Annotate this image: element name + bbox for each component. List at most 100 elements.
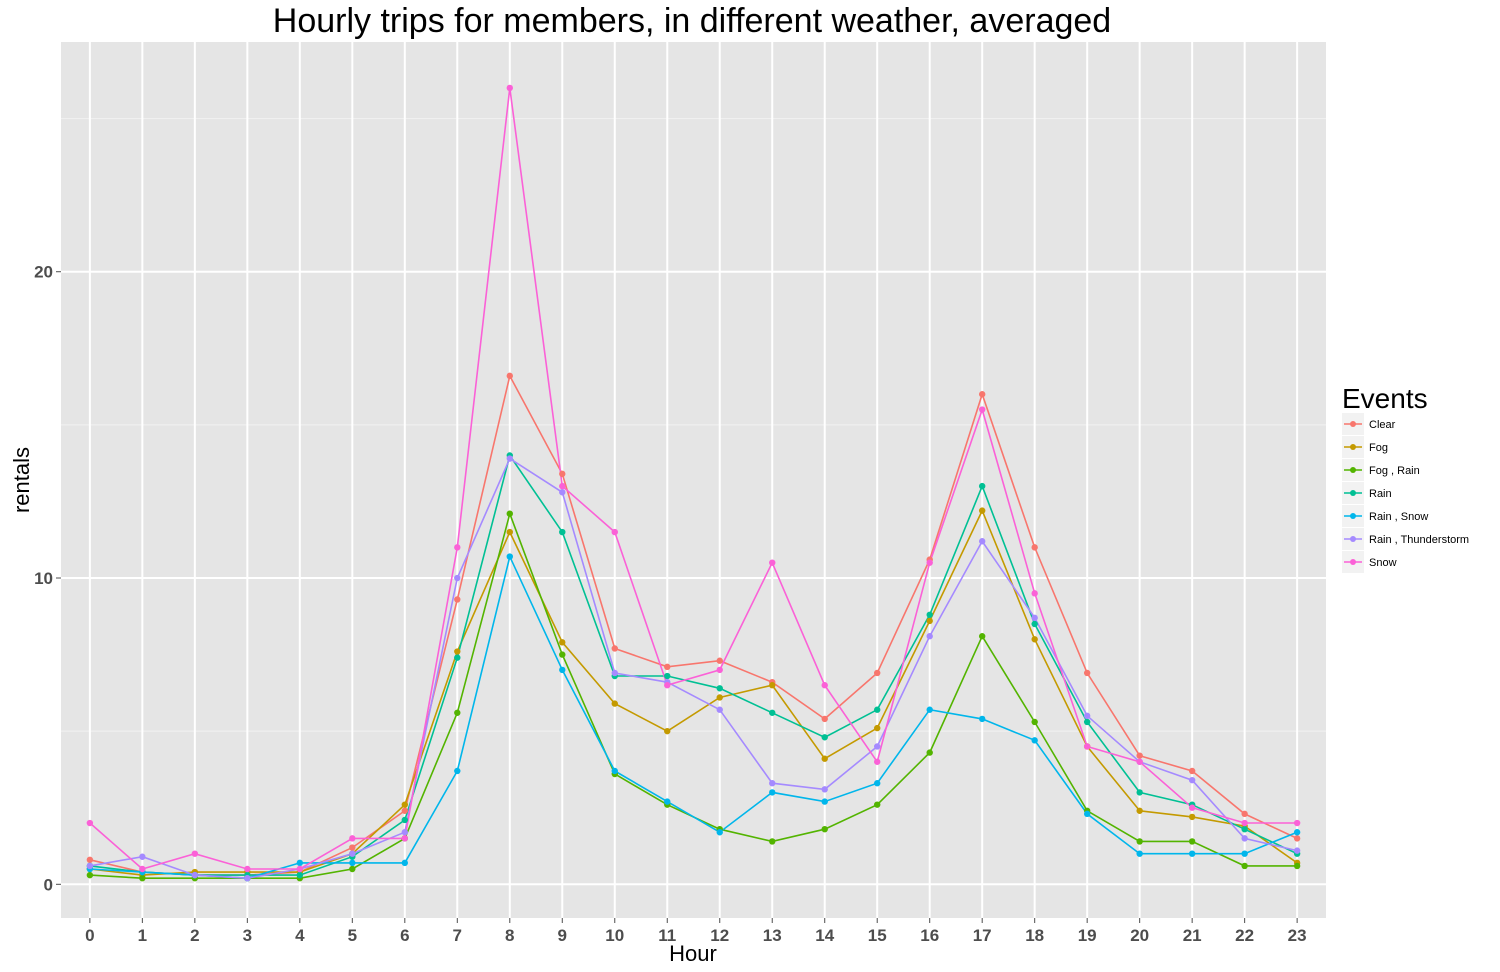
data-point	[1188, 767, 1196, 775]
data-point	[821, 715, 828, 723]
data-point	[1136, 752, 1143, 759]
data-point	[821, 755, 828, 762]
data-point	[1083, 810, 1091, 818]
data-point	[349, 850, 356, 857]
data-point	[716, 666, 723, 674]
data-point	[506, 553, 513, 560]
data-point	[769, 780, 776, 787]
legend-label: Rain	[1369, 488, 1392, 500]
data-point	[664, 663, 671, 671]
x-tick-label: 0	[85, 926, 94, 945]
plot-panel	[61, 42, 1326, 918]
data-point	[454, 596, 461, 603]
data-point	[401, 835, 409, 842]
data-point	[349, 859, 356, 867]
data-point	[716, 694, 723, 701]
data-point	[1083, 743, 1091, 750]
series-points	[86, 84, 1301, 882]
legend-label: Rain , Thunderstorm	[1369, 534, 1469, 546]
data-point	[506, 510, 513, 517]
legend-key-point	[1350, 444, 1356, 450]
data-point	[559, 528, 566, 536]
data-point	[296, 859, 304, 867]
data-point	[1136, 758, 1143, 765]
data-point	[1293, 847, 1301, 854]
data-point	[978, 391, 986, 398]
data-point	[1136, 838, 1143, 845]
series-line	[89, 87, 1298, 870]
x-tick-label: 7	[453, 926, 462, 945]
data-point	[821, 734, 828, 741]
x-tick-label: 16	[920, 926, 939, 945]
data-point	[664, 727, 671, 735]
data-point	[926, 611, 933, 618]
data-point	[664, 798, 671, 805]
series-line	[89, 453, 1298, 876]
y-tick-label: 10	[34, 569, 53, 588]
data-point	[244, 874, 251, 882]
data-point	[349, 865, 356, 873]
data-point	[191, 871, 199, 879]
legend-label: Fog , Rain	[1369, 465, 1420, 477]
data-point	[664, 682, 671, 689]
data-point	[454, 544, 461, 551]
x-tick-label: 13	[763, 926, 782, 945]
data-point	[1031, 737, 1038, 744]
x-tick-label: 18	[1025, 926, 1044, 945]
data-point	[769, 559, 776, 566]
x-tick-label: 20	[1130, 926, 1149, 945]
data-point	[716, 706, 723, 713]
y-axis: 0 10 20	[34, 263, 61, 894]
data-point	[874, 801, 881, 808]
x-tick-label: 22	[1235, 926, 1254, 945]
data-point	[978, 406, 986, 413]
data-point	[978, 507, 986, 514]
data-point	[401, 829, 409, 836]
data-point	[664, 672, 671, 680]
data-point	[454, 767, 461, 775]
x-tick-label: 2	[190, 926, 199, 945]
data-point	[349, 844, 356, 851]
data-point	[926, 633, 933, 640]
x-tick-label: 21	[1183, 926, 1202, 945]
data-point	[874, 758, 881, 765]
data-point	[86, 856, 94, 864]
data-point	[1136, 807, 1143, 814]
data-point	[1293, 819, 1301, 827]
legend: Events Clear Fog Fog , Rain Rain Rain , Snow…	[1342, 383, 1469, 573]
y-tick-label: 20	[34, 263, 53, 282]
data-point	[1188, 776, 1196, 784]
data-point	[1031, 590, 1038, 597]
data-point	[978, 715, 986, 723]
series-lines	[89, 87, 1298, 880]
data-point	[86, 819, 94, 827]
data-point	[1083, 712, 1091, 720]
data-point	[139, 865, 146, 873]
data-point	[1241, 810, 1248, 818]
data-point	[1031, 614, 1038, 622]
data-point	[559, 470, 566, 478]
data-point	[926, 706, 933, 713]
data-point	[611, 645, 618, 652]
x-tick-label: 19	[1078, 926, 1097, 945]
data-point	[1241, 819, 1248, 827]
data-point	[769, 838, 776, 845]
data-point	[559, 482, 566, 490]
series-line	[89, 554, 1298, 880]
data-point	[978, 538, 986, 545]
data-point	[296, 865, 304, 873]
legend-key-point	[1350, 559, 1356, 565]
x-tick-label: 14	[815, 926, 834, 945]
data-point	[1188, 838, 1196, 845]
x-tick-label: 17	[973, 926, 992, 945]
data-point	[821, 786, 828, 793]
data-point	[296, 871, 304, 879]
x-axis-title: Hour	[669, 941, 717, 966]
data-point	[401, 807, 409, 814]
y-tick-label: 0	[44, 875, 53, 894]
data-point	[454, 654, 461, 661]
x-tick-label: 6	[400, 926, 409, 945]
data-point	[769, 682, 776, 689]
chart-title: Hourly trips for members, in different w…	[273, 2, 1111, 40]
